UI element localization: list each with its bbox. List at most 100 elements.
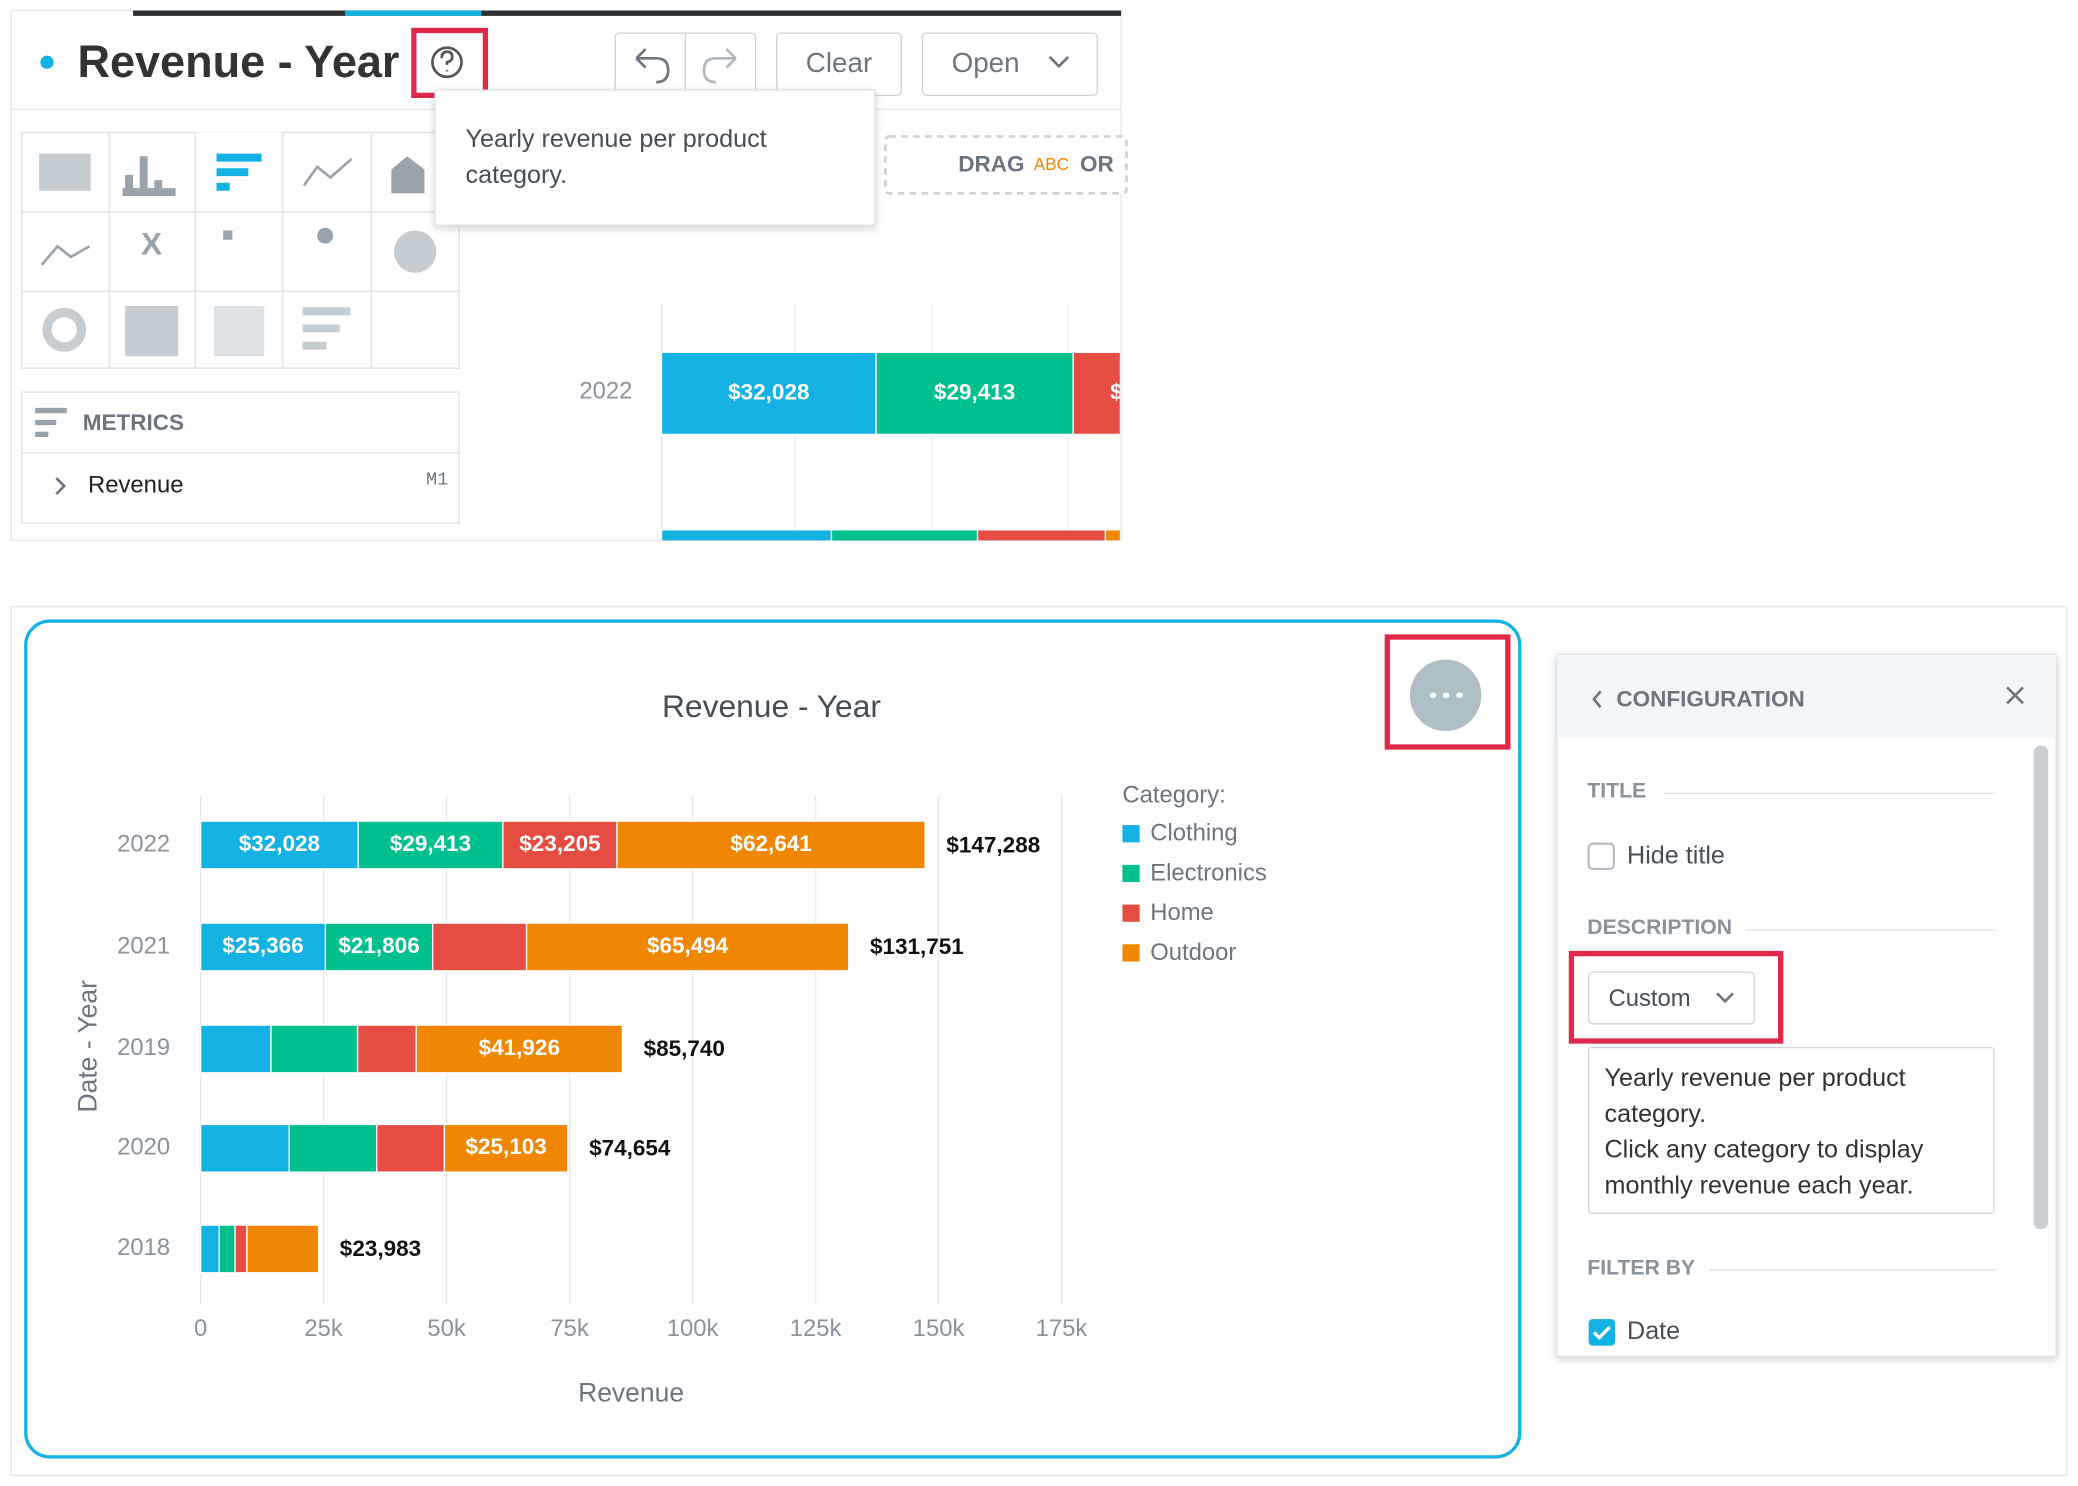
status-dot <box>40 55 54 69</box>
icon-donut[interactable] <box>42 307 87 352</box>
description-dropdown[interactable] <box>1587 971 1755 1025</box>
legend-swatch <box>1122 864 1140 883</box>
section-title: DESCRIPTION <box>1587 916 1732 939</box>
x-tick-label: 175k <box>1036 1315 1088 1342</box>
viz-picker: X <box>21 131 460 369</box>
icon-heatmap[interactable] <box>213 305 265 357</box>
close-icon[interactable] <box>2006 686 2024 705</box>
x-tick-label: 0 <box>194 1315 207 1342</box>
icon-combo[interactable] <box>40 244 91 266</box>
metrics-header: METRICS <box>83 410 184 435</box>
y-tick-label: 2022 <box>117 830 170 857</box>
icon-treemap[interactable] <box>125 305 179 357</box>
drop-zone-text: OR <box>1080 152 1114 177</box>
bar-segment <box>199 1123 290 1173</box>
legend-swatch <box>1122 904 1140 922</box>
undo-icon[interactable] <box>635 48 670 84</box>
legend-label: Outdoor <box>1150 939 1236 966</box>
picker-grid <box>21 132 459 369</box>
scrollbar[interactable] <box>2033 745 2049 1230</box>
icon-pie[interactable] <box>394 230 437 273</box>
legend-label: Home <box>1150 899 1214 926</box>
chart-title: Revenue - Year <box>662 688 881 724</box>
bar-segment <box>356 1024 417 1074</box>
icon-table[interactable] <box>39 153 91 191</box>
preview-chart: $32,028 $29,413 $23,205 $62,641 <box>660 304 1649 541</box>
dropdown-label: Custom <box>1609 985 1691 1012</box>
bar-segment <box>660 529 833 541</box>
bar-segment <box>376 1123 446 1173</box>
tab-bar <box>133 10 1122 16</box>
metric-id: M1 <box>426 469 448 490</box>
icon-bar[interactable] <box>216 153 262 191</box>
legend-label: Clothing <box>1150 820 1237 847</box>
total-label: $74,654 <box>589 1136 671 1161</box>
icon-bubble[interactable] <box>317 227 334 244</box>
y-axis-title: Date - Year <box>72 980 102 1113</box>
checkbox[interactable] <box>1587 842 1615 870</box>
legend-swatch <box>1122 825 1140 843</box>
tooltip-text: category. <box>466 161 568 189</box>
bar-segment <box>976 529 1107 541</box>
value-label: $23,205 <box>1110 379 1191 404</box>
description-text: monthly revenue each year. <box>1605 1171 1914 1199</box>
x-tick-label: 100k <box>667 1315 719 1342</box>
value-label: $29,413 <box>390 831 471 856</box>
open-button[interactable] <box>921 32 1098 97</box>
tooltip <box>434 89 876 226</box>
legend-title: Category: <box>1122 781 1225 808</box>
value-label: $62,641 <box>730 831 811 856</box>
open-label: Open <box>952 47 1020 78</box>
bar-segment <box>199 1224 220 1274</box>
config-header: CONFIGURATION <box>1616 687 1804 712</box>
checkbox-label: Hide title <box>1627 842 1725 870</box>
total-label: $131,751 <box>870 934 964 959</box>
y-tick-label: 2021 <box>117 932 170 959</box>
redo-icon[interactable] <box>702 48 737 84</box>
metric-item[interactable]: Revenue <box>88 471 183 498</box>
legend-label: Electronics <box>1150 859 1267 886</box>
value-label: $25,366 <box>222 933 303 958</box>
description-text: Click any category to display <box>1605 1136 1924 1164</box>
checkbox-checked[interactable] <box>1588 1319 1616 1346</box>
drop-zone-text: ABC <box>1034 154 1069 174</box>
bar-segment <box>443 1123 569 1173</box>
icon-area[interactable] <box>391 156 425 194</box>
chevron <box>1716 992 1734 1004</box>
config-header-bg <box>1558 655 2055 738</box>
icon-column[interactable] <box>122 156 176 197</box>
tooltip-bg <box>434 89 876 226</box>
total-label: $147,288 <box>946 832 1040 857</box>
value-label: $41,926 <box>479 1035 560 1060</box>
icon-bullet[interactable] <box>302 307 351 350</box>
editor-panel: Revenue - Year Clear Open X <box>10 9 1649 542</box>
y-tick-label: 2018 <box>117 1234 170 1261</box>
bar-segment <box>432 922 528 972</box>
x-tick-label: 75k <box>550 1315 589 1342</box>
bar-segment <box>525 922 850 972</box>
drop-zone[interactable] <box>884 135 1128 195</box>
icon-line[interactable] <box>302 157 353 187</box>
help-icon[interactable] <box>431 46 463 79</box>
drop-zone-text: DRAG <box>958 152 1024 177</box>
bar-segment <box>288 1123 378 1173</box>
clear-label: Clear <box>806 47 872 78</box>
description-text: Yearly revenue per product <box>1605 1064 1906 1092</box>
bar-segment <box>1104 529 1120 541</box>
expand-icon[interactable] <box>55 477 67 495</box>
x-tick-label: 150k <box>913 1315 965 1342</box>
description-textarea[interactable] <box>1587 1046 1995 1214</box>
configuration-panel: CONFIGURATION TITLE Hide title DESCRIPTI… <box>1556 653 2057 1357</box>
bar-segment <box>1072 351 1120 436</box>
icon-headline[interactable]: X <box>141 226 162 262</box>
icon-scatter[interactable] <box>223 230 233 240</box>
bar-segment <box>1229 352 1649 434</box>
y-tick-label: 2022 <box>579 377 632 404</box>
check-mark <box>1592 1325 1611 1341</box>
description-text: category. <box>1605 1100 1707 1128</box>
bar-segment <box>199 922 327 972</box>
tab-active <box>345 10 482 16</box>
back-icon[interactable] <box>1592 690 1602 709</box>
legend-swatch <box>1122 944 1140 962</box>
